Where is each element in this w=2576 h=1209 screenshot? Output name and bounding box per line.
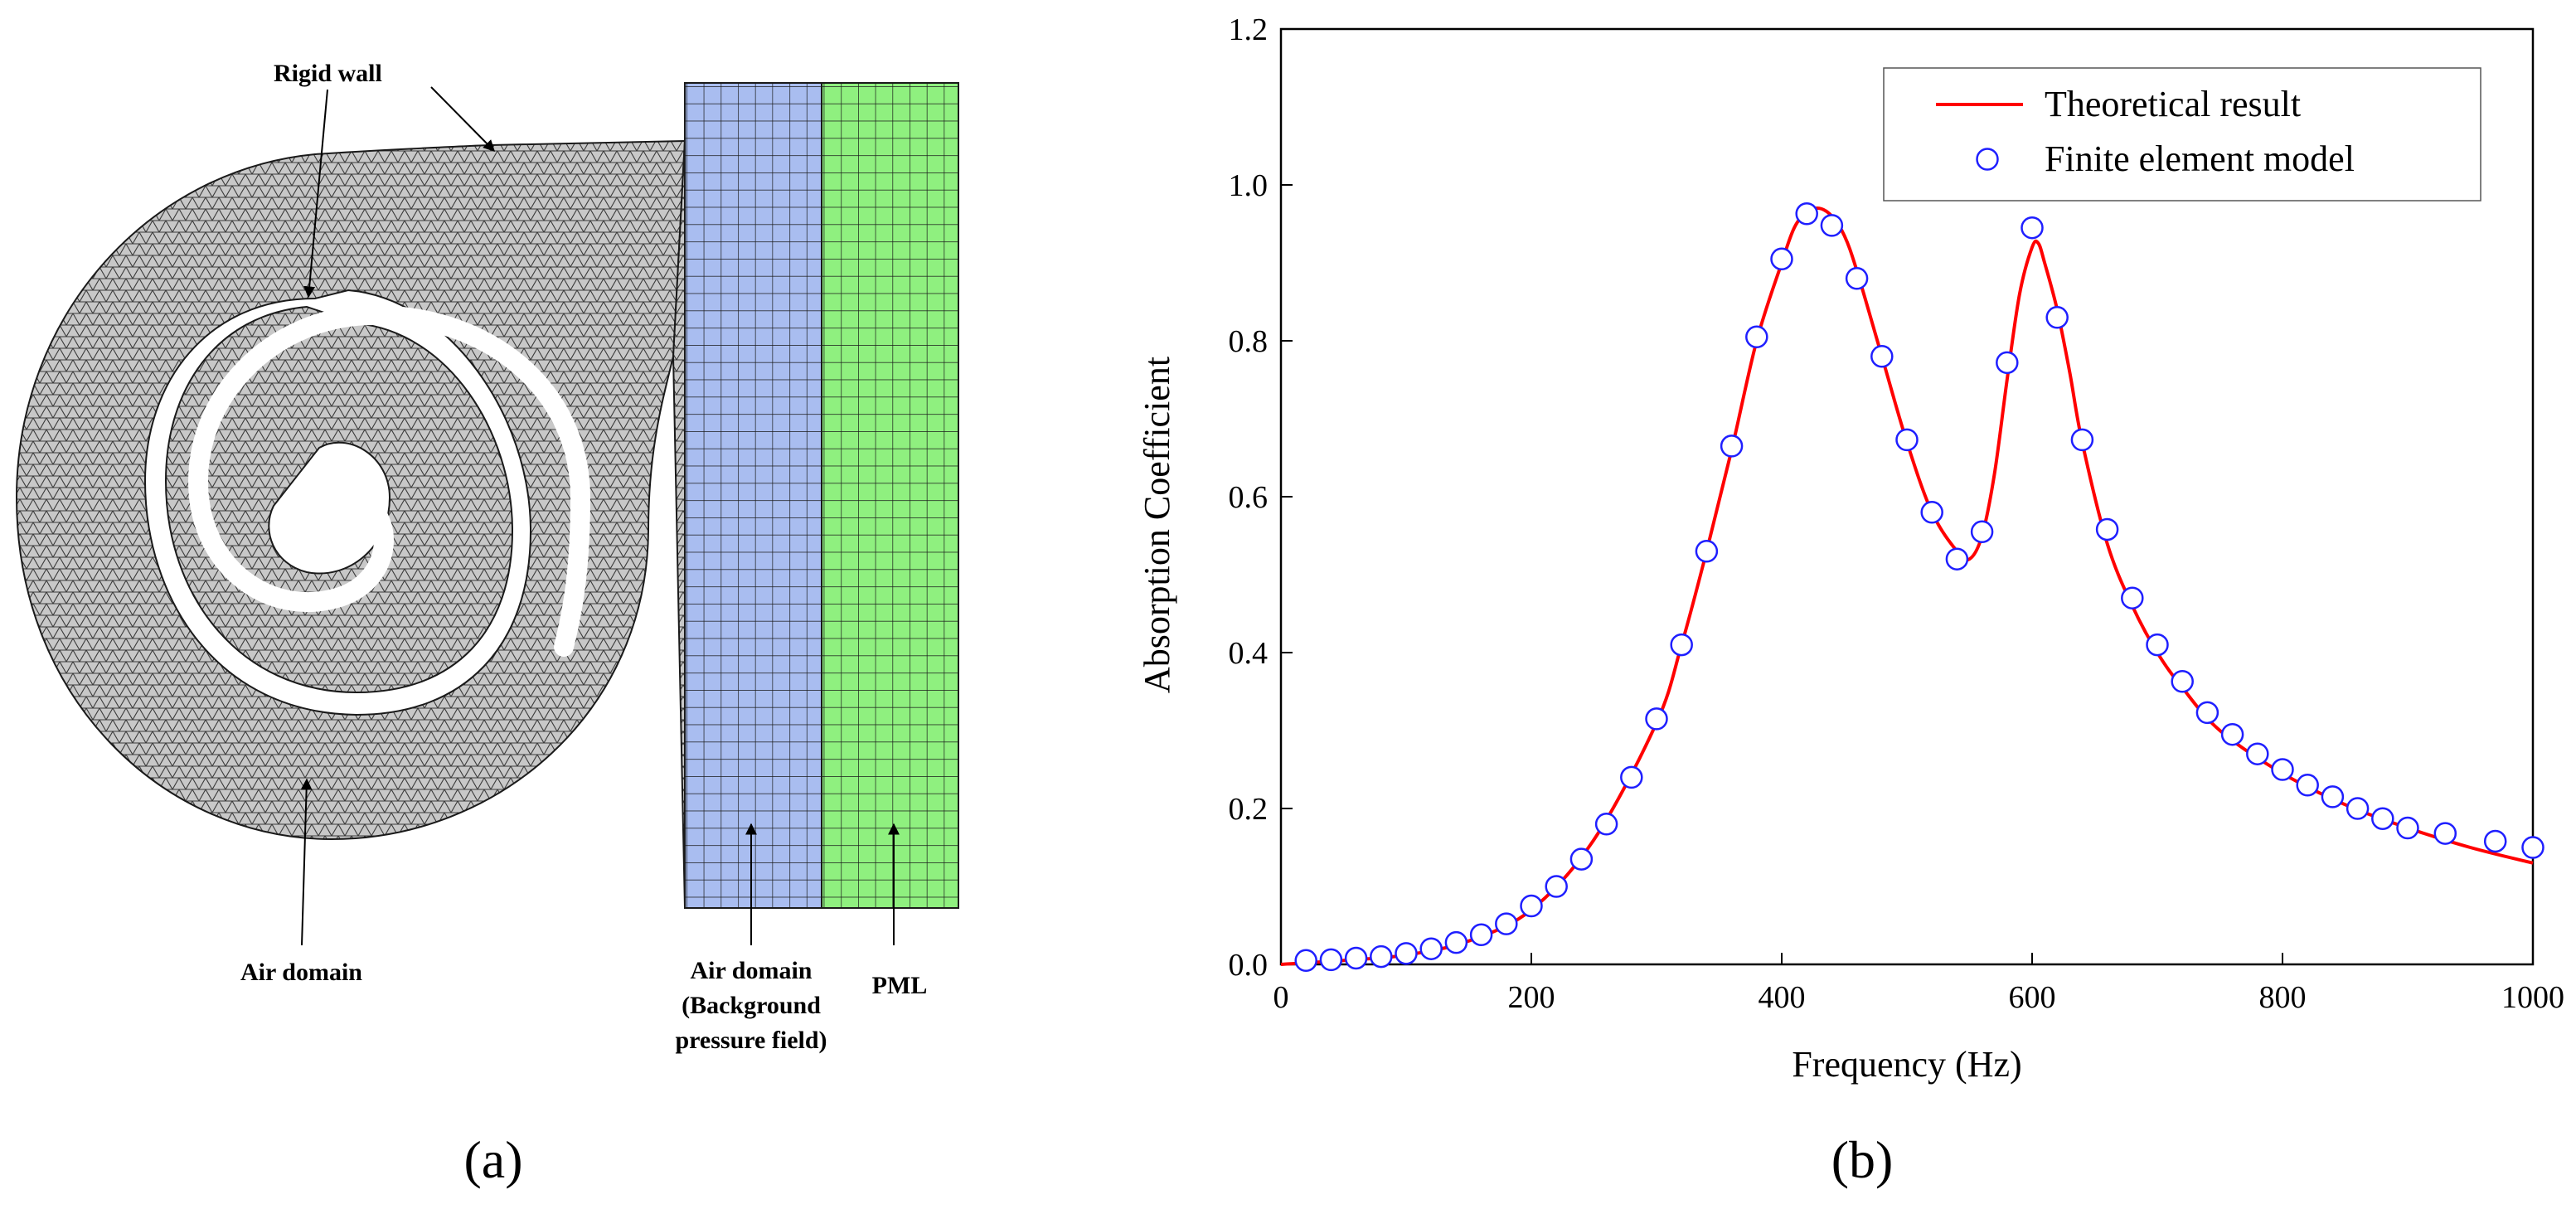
legend-marker-sample	[1976, 148, 1999, 171]
fe-data-point	[1845, 267, 1869, 290]
pml-label: PML	[872, 972, 928, 999]
legend-box	[1883, 67, 2481, 202]
fe-data-point	[2483, 829, 2507, 853]
spiral-slot	[188, 304, 591, 657]
y-tick-label: 0.4	[1229, 636, 1269, 671]
fe-data-point	[2121, 586, 2144, 609]
fe-data-point	[1620, 765, 1643, 789]
panel-a: Rigid wall Air domain Air domain (Backgr…	[15, 60, 959, 1189]
fe-data-point	[1820, 214, 1844, 237]
fe-data-point	[1469, 923, 1493, 947]
fe-data-point	[1945, 547, 1969, 571]
spiral-air-domain	[15, 139, 686, 841]
rigid-wall-arrow-2	[303, 89, 328, 299]
fe-data-point	[1444, 930, 1468, 954]
fe-data-point	[1645, 707, 1668, 731]
y-tick-label: 0.0	[1229, 948, 1269, 983]
y-tick-label: 0.8	[1229, 324, 1269, 359]
fe-data-point	[2220, 722, 2244, 746]
background-domain-label-line3: pressure field)	[675, 1027, 827, 1054]
fe-data-point	[2396, 816, 2419, 840]
fe-data-point	[1569, 847, 1594, 871]
fe-data-point	[1670, 633, 1693, 657]
fe-data-point	[2146, 633, 2169, 657]
series-finite-element-markers	[1294, 202, 2544, 973]
y-axis: 0.0 0.2 0.4 0.6 0.8 1.0 1.2	[1229, 12, 1293, 983]
legend-label-fe: Finite element model	[2045, 138, 2355, 179]
fe-data-point	[1419, 937, 1443, 960]
x-tick-label: 600	[2009, 980, 2056, 1015]
series-theoretical-line	[1280, 206, 2534, 966]
x-tick-label: 1000	[2501, 980, 2564, 1015]
x-tick-label: 400	[1759, 980, 1806, 1015]
y-tick-label: 1.0	[1229, 168, 1269, 203]
panel-b: 0 200 400 600 800 1000 0.00.20.40.60.81.01.2 …	[1137, 12, 2564, 1189]
x-axis: 0 200 400 600 800 1000	[1273, 953, 2564, 1015]
fe-data-point	[2521, 836, 2544, 859]
fe-data-point	[1520, 894, 1543, 918]
y-tick-label: 0.6	[1229, 480, 1269, 515]
fe-data-point	[1545, 875, 1568, 898]
fe-data-point	[2171, 670, 2194, 693]
y-tick-label: 0.2	[1229, 792, 1269, 827]
fe-data-point	[1920, 501, 1943, 524]
fe-data-point	[2346, 797, 2370, 820]
pml-domain	[821, 82, 959, 909]
x-tick-label: 0	[1273, 980, 1289, 1015]
fe-data-point	[2246, 742, 2269, 765]
fe-data-point	[2070, 428, 2094, 452]
fe-data-point	[2296, 774, 2319, 797]
y-tick-label: 1.2	[1229, 12, 1269, 47]
fe-data-point	[1870, 345, 1894, 368]
x-axis-title: Frequency (Hz)	[1792, 1044, 2021, 1085]
panel-a-label: (a)	[463, 1130, 522, 1189]
fe-data-point	[1895, 428, 1919, 452]
legend: Theoretical result Finite element model	[1883, 67, 2481, 202]
rigid-wall-arrow-1	[430, 86, 495, 152]
background-domain-label-line1: Air domain	[691, 957, 813, 984]
background-domain	[684, 82, 822, 909]
fe-data-point	[1395, 942, 1418, 965]
fe-data-point	[2321, 785, 2345, 808]
fe-data-point	[1720, 435, 1744, 458]
y-axis-title: Absorption Coefficient	[1137, 357, 1177, 693]
fe-data-point	[1745, 325, 1768, 349]
fe-data-point	[1370, 944, 1393, 969]
fe-data-point	[2045, 306, 2069, 329]
x-tick-label: 200	[1508, 980, 1555, 1015]
fe-data-point	[2195, 701, 2219, 725]
x-tick-label: 800	[2259, 980, 2307, 1015]
legend-label-theoretical: Theoretical result	[2045, 84, 2301, 124]
fe-data-point	[2271, 758, 2294, 781]
fe-data-point	[1319, 948, 1343, 972]
fe-data-point	[1996, 351, 2019, 375]
fe-data-point	[1594, 813, 1618, 836]
fe-data-point	[1495, 912, 1518, 935]
fe-data-point	[1970, 520, 1994, 544]
fe-data-point	[1294, 949, 1317, 973]
fe-data-point	[2095, 517, 2119, 541]
fe-data-point	[1795, 202, 1818, 226]
fe-data-point	[1344, 946, 1368, 970]
panel-b-label: (b)	[1831, 1130, 1894, 1189]
rigid-wall-label: Rigid wall	[274, 60, 382, 87]
air-domain-label: Air domain	[240, 959, 362, 986]
fe-data-point	[1695, 540, 1719, 563]
fe-data-point	[2021, 216, 2044, 240]
fe-data-point	[2433, 822, 2457, 845]
background-domain-label-line2: (Background	[682, 992, 821, 1019]
fe-data-point	[2371, 807, 2394, 830]
fe-data-point	[1770, 247, 1793, 271]
air-domain-arrow	[300, 778, 313, 946]
